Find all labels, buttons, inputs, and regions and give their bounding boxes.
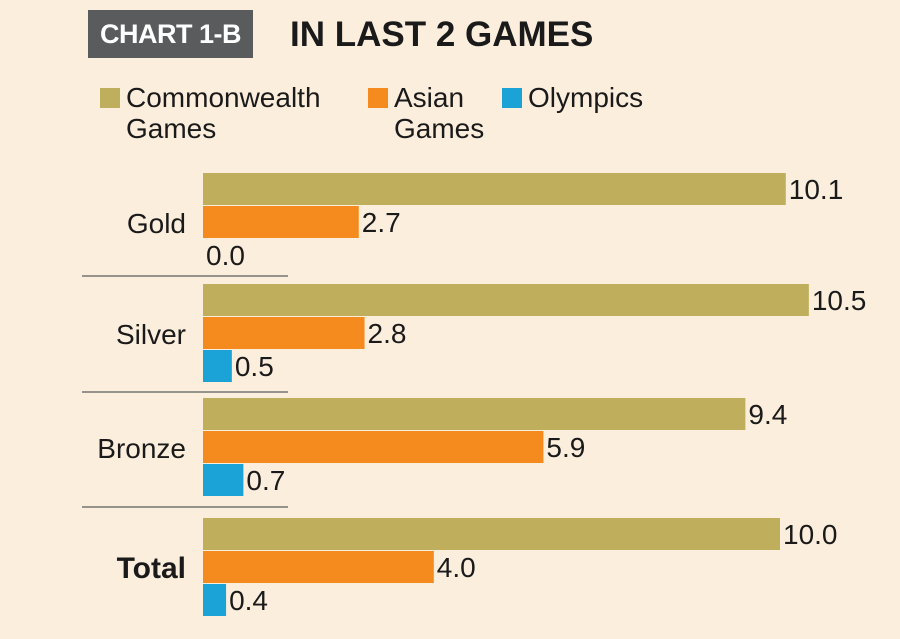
bar-group-bronze: Bronze 9.4 5.9 0.7 bbox=[97, 398, 787, 496]
value-label-gold-olympics: 0.0 bbox=[206, 240, 245, 271]
bar-bronze-olympics bbox=[203, 464, 244, 496]
value-label-total-olympics: 0.4 bbox=[229, 585, 268, 616]
bar-total-olympics bbox=[203, 584, 227, 616]
value-label-silver-commonwealth-games: 10.5 bbox=[812, 285, 867, 316]
legend-swatch-olympics bbox=[502, 88, 522, 108]
bar-total-asian-games bbox=[203, 551, 434, 583]
bar-bronze-commonwealth-games bbox=[203, 398, 746, 430]
bar-bronze-asian-games bbox=[203, 431, 544, 463]
chart-header: CHART 1-B IN LAST 2 GAMES bbox=[88, 10, 868, 60]
bar-group-silver: Silver 10.5 2.8 0.5 bbox=[116, 284, 866, 382]
legend-label-asian-line1: Asian bbox=[394, 82, 465, 113]
value-label-bronze-commonwealth-games: 9.4 bbox=[748, 399, 787, 430]
bar-gold-commonwealth-games bbox=[203, 173, 786, 205]
legend-label-asian: Asian Games bbox=[394, 82, 484, 144]
bar-group-total: Total 10.0 4.0 0.4 bbox=[117, 518, 838, 616]
legend-label-olympics-line1: Olympics bbox=[528, 82, 644, 113]
chart-tag: CHART 1-B bbox=[88, 10, 253, 58]
legend-swatch-asian bbox=[368, 88, 388, 108]
bar-gold-asian-games bbox=[203, 206, 359, 238]
category-label-gold: Gold bbox=[127, 208, 186, 239]
value-label-silver-olympics: 0.5 bbox=[235, 351, 274, 382]
category-label-total: Total bbox=[117, 552, 186, 585]
value-label-bronze-olympics: 0.7 bbox=[246, 465, 285, 496]
bar-total-commonwealth-games bbox=[203, 518, 780, 550]
legend-label-asian-line2: Games bbox=[394, 113, 485, 144]
legend-label-commonwealth: Commonwealth Games bbox=[126, 82, 321, 144]
legend-label-olympics: Olympics bbox=[528, 82, 643, 113]
bar-silver-commonwealth-games bbox=[203, 284, 809, 316]
value-label-bronze-asian-games: 5.9 bbox=[546, 432, 585, 463]
category-label-bronze: Bronze bbox=[97, 433, 186, 464]
legend-label-commonwealth-line1: Commonwealth bbox=[126, 82, 321, 113]
bar-silver-asian-games bbox=[203, 317, 365, 349]
value-label-total-asian-games: 4.0 bbox=[437, 552, 476, 583]
chart-legend: Commonwealth Games Asian Games Olympics bbox=[100, 82, 860, 152]
category-label-silver: Silver bbox=[116, 319, 186, 350]
bar-group-gold: Gold 10.1 2.7 0.0 bbox=[127, 173, 843, 271]
value-label-gold-asian-games: 2.7 bbox=[362, 207, 401, 238]
chart-title: IN LAST 2 GAMES bbox=[290, 15, 594, 54]
bar-silver-olympics bbox=[203, 350, 232, 382]
legend-label-commonwealth-line2: Games bbox=[126, 113, 217, 144]
value-label-gold-commonwealth-games: 10.1 bbox=[789, 174, 844, 205]
legend-swatch-commonwealth bbox=[100, 88, 120, 108]
value-label-silver-asian-games: 2.8 bbox=[368, 318, 407, 349]
value-label-total-commonwealth-games: 10.0 bbox=[783, 519, 838, 550]
